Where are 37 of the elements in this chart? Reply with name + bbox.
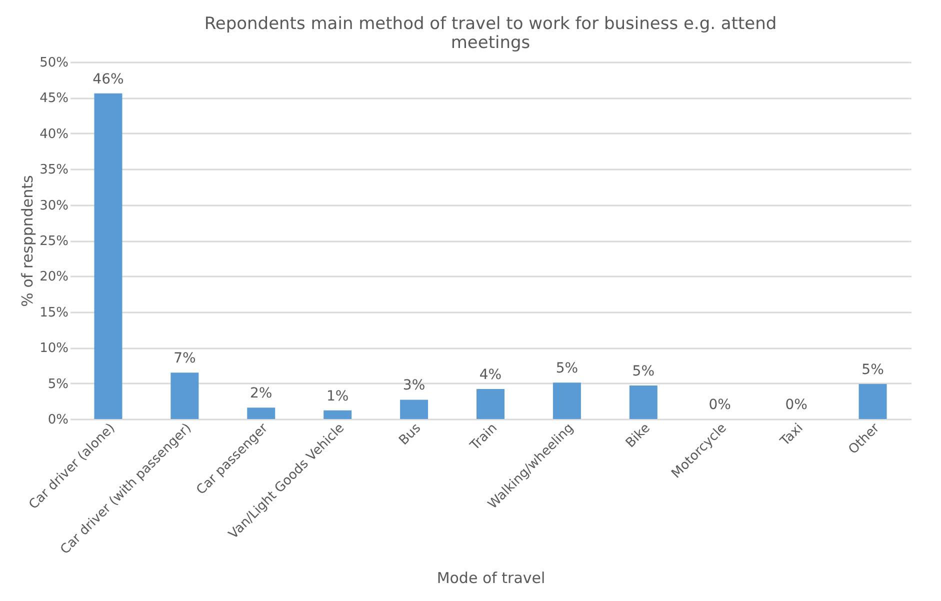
y-tick-label: 20% [40, 270, 68, 285]
y-tick-label: 35% [40, 162, 68, 178]
data-label: 5% [556, 360, 578, 377]
y-tick-label: 40% [40, 126, 68, 142]
bar [170, 372, 199, 419]
y-tick-label: 30% [40, 198, 68, 214]
y-tick-label: 10% [40, 341, 68, 356]
y-tick-label: 45% [40, 91, 68, 106]
data-label: 0% [708, 397, 731, 413]
data-label: 2% [250, 386, 272, 402]
y-tick-label: 25% [40, 234, 68, 249]
data-label: 1% [326, 388, 349, 404]
bar [94, 93, 122, 419]
data-label: 5% [632, 363, 655, 380]
bar [476, 389, 504, 419]
y-tick-label: 5% [48, 376, 68, 392]
data-label: 3% [402, 378, 426, 394]
y-tick-label: 15% [40, 305, 68, 320]
data-label: 0% [785, 397, 808, 413]
text: Repondents main method of travel to work for business e.g. attend [204, 14, 777, 34]
y-tick-label: 0% [48, 412, 68, 428]
y-tick-label: 50% [40, 56, 68, 70]
bar [552, 382, 581, 419]
x-tick-label: Taxi [777, 420, 806, 450]
bar [247, 408, 276, 419]
text: meetings [450, 33, 530, 53]
bar [324, 410, 352, 419]
x-axis-title: Mode of travel [436, 568, 546, 587]
bar [858, 384, 887, 419]
data-label: 46% [92, 71, 124, 88]
data-label: 7% [174, 350, 196, 367]
bar [629, 385, 658, 419]
bar [400, 400, 428, 419]
y-axis-title: % of resppndents [18, 175, 37, 307]
x-tick-label: Bus [396, 420, 424, 448]
data-label: 4% [479, 367, 502, 384]
data-label: 5% [862, 362, 884, 378]
